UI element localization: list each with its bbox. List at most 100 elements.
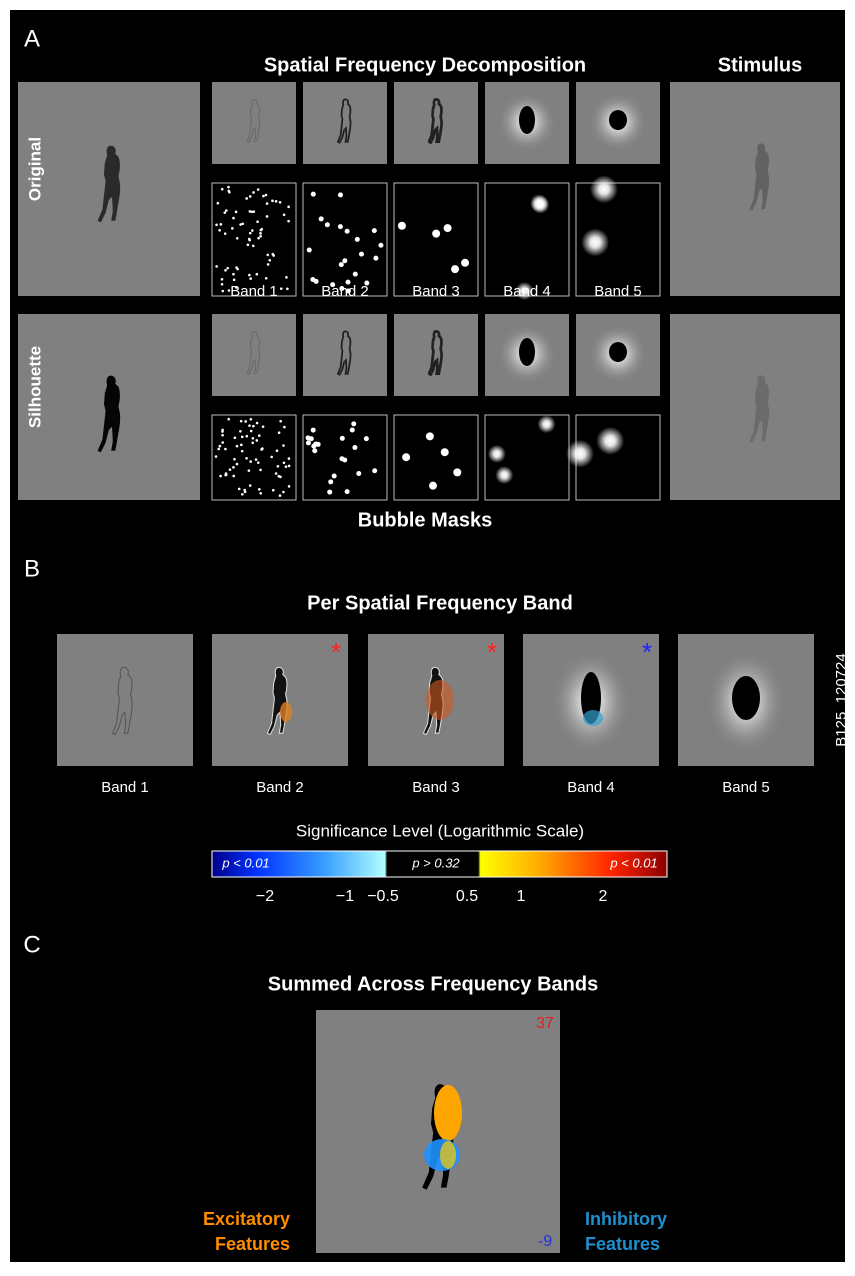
bubble (451, 265, 459, 273)
bubble (372, 228, 377, 233)
colorbar-tick: −2 (256, 888, 274, 905)
bubble (402, 453, 410, 461)
bubble (229, 468, 232, 471)
bubble (236, 237, 239, 240)
bubble (251, 441, 254, 444)
bubble (277, 465, 280, 468)
bubble (249, 232, 252, 235)
band-label: Band 3 (412, 779, 460, 796)
bubble (429, 482, 437, 490)
bubble (248, 274, 251, 277)
panel-label: B (24, 555, 40, 582)
bubble (288, 465, 291, 468)
bubble (271, 200, 274, 203)
image-frame (394, 82, 478, 164)
bubble (372, 468, 377, 473)
bubble (286, 288, 289, 291)
bubble (373, 256, 378, 261)
bubble (265, 194, 268, 197)
bubble (276, 449, 279, 452)
bubble (217, 448, 220, 451)
bubble (596, 427, 624, 455)
bubble (444, 224, 452, 232)
bubble (285, 276, 288, 279)
bubble (280, 287, 283, 290)
image-frame (303, 314, 387, 396)
bubble (232, 217, 235, 220)
bubble (256, 422, 259, 425)
bubble (239, 430, 242, 433)
bubble (287, 206, 290, 209)
excitatory-label: Excitatory (203, 1209, 290, 1229)
bubble (266, 254, 269, 257)
bubble (218, 229, 221, 232)
min-label: -9 (538, 1233, 552, 1250)
bubble (314, 279, 319, 284)
bubble (245, 197, 248, 200)
bubble (426, 432, 434, 440)
colorbar-label: p < 0.01 (609, 855, 657, 870)
bubble (272, 489, 275, 492)
bubble (356, 471, 361, 476)
bubble (538, 415, 556, 433)
bubble (250, 418, 253, 421)
bubble (248, 238, 251, 241)
bubble (228, 190, 231, 193)
bubble (268, 259, 271, 262)
bubble (319, 216, 324, 221)
bubble (279, 494, 282, 497)
significance-marker: * (331, 637, 341, 667)
bubble (262, 425, 265, 428)
bubble (350, 428, 355, 433)
bubble (215, 223, 218, 226)
bubble (279, 201, 282, 204)
bubble (353, 272, 358, 277)
bubble (266, 215, 269, 218)
band-label: Band 1 (230, 283, 278, 300)
bubble (238, 488, 241, 491)
blur-core (732, 676, 760, 720)
max-label: 37 (536, 1015, 554, 1032)
bubble (220, 223, 223, 226)
bubble (249, 195, 252, 198)
bubble (531, 196, 549, 214)
excitatory-patch (434, 1085, 462, 1141)
bubble (245, 435, 248, 438)
panel-label: A (24, 25, 40, 52)
colorbar-tick: −1 (336, 888, 354, 905)
significance-patch (280, 702, 292, 722)
bubble (312, 448, 317, 453)
bubble (250, 210, 253, 213)
bubble (342, 258, 347, 263)
bubble (441, 448, 449, 456)
bubble (221, 441, 224, 444)
bubble (221, 434, 224, 437)
bubble (327, 490, 332, 495)
bubble (241, 436, 244, 439)
bubble (255, 458, 258, 461)
panel-title: Per Spatial Frequency Band (307, 592, 573, 614)
bubble (236, 463, 239, 466)
bubble (275, 472, 278, 475)
bubble (287, 220, 290, 223)
colorbar-label: p > 0.32 (411, 855, 460, 870)
panel-label: C (23, 931, 40, 958)
bubble (288, 457, 291, 460)
inhibitory-label: Inhibitory (585, 1209, 667, 1229)
bubble (261, 447, 264, 450)
bubble (221, 283, 224, 286)
bubble (359, 252, 364, 257)
colorbar-tick: 2 (599, 888, 608, 905)
bubble (266, 202, 269, 205)
bubble (378, 243, 383, 248)
bubble (282, 444, 285, 447)
bubble (221, 429, 224, 432)
image-frame (212, 314, 296, 396)
bubble (241, 493, 244, 496)
bubble (255, 439, 258, 442)
bubble (283, 461, 286, 464)
bubble (224, 448, 227, 451)
bubble (257, 237, 260, 240)
band-label: Band 4 (567, 779, 615, 796)
band-label: Band 5 (594, 283, 642, 300)
